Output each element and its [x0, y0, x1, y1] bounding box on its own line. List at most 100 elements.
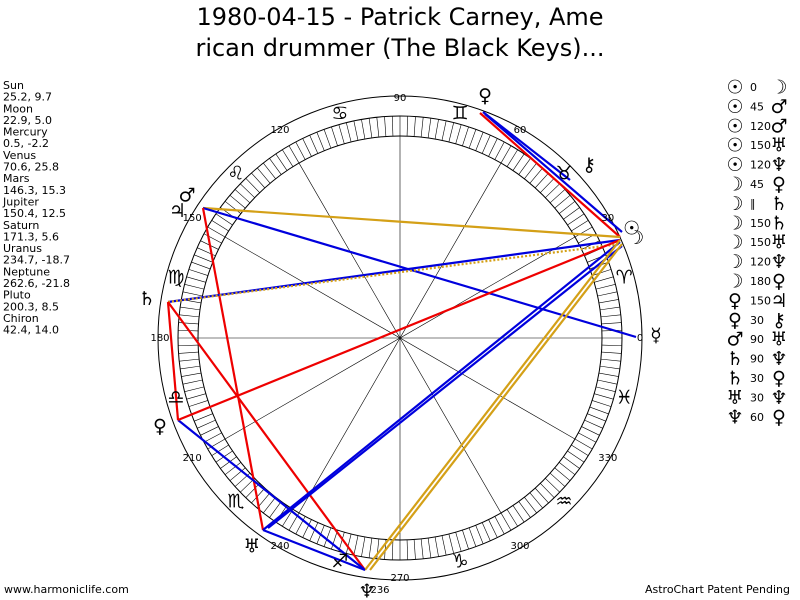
hash-tick [194, 254, 213, 263]
aspect-to: ♅ [770, 135, 787, 157]
hash-tick [211, 220, 229, 232]
ascendant-label: 236 [370, 585, 389, 596]
hash-tick [181, 372, 202, 377]
aspect-angle: 45 [750, 100, 764, 113]
hash-tick [200, 426, 219, 436]
aspect-to: ♄ [770, 212, 787, 234]
planet-coords: 234.7, -18.7 [3, 254, 70, 267]
aspect-from: ♄ [726, 368, 743, 390]
hash-tick [434, 536, 439, 557]
aspect-to: ♅ [770, 329, 787, 351]
hash-tick [263, 496, 276, 514]
hash-tick [353, 535, 359, 556]
hash-tick [384, 116, 387, 137]
hash-tick [316, 132, 325, 151]
planet-coords: 262.6, -21.8 [3, 277, 70, 290]
hash-tick [434, 119, 439, 140]
hash-tick [302, 138, 312, 157]
aspect-angle: 45 [750, 178, 764, 191]
aspect-line [166, 301, 180, 421]
planet-glyph: ☉ [623, 218, 640, 240]
title-line: 1980-04-15 - Patrick Carney, Ame [196, 3, 603, 31]
aspect-to: ♀ [772, 174, 786, 196]
hash-tick [455, 124, 462, 144]
hash-tick [180, 365, 201, 370]
hash-tick [368, 537, 373, 558]
hash-tick [207, 226, 226, 238]
hash-tick [574, 226, 593, 238]
aspect-angle: 30 [750, 391, 764, 404]
planet-coords: 25.2, 9.7 [3, 91, 52, 104]
hash-tick [184, 284, 205, 290]
hash-tick [191, 261, 211, 270]
footer-left: www.harmoniclife.com [4, 583, 129, 596]
hash-tick [302, 519, 312, 538]
planet-name: Neptune [3, 265, 50, 278]
planet-glyph: ♄ [138, 288, 155, 310]
aspect-from: ♀ [728, 309, 742, 331]
house-lines [198, 136, 602, 540]
degree-label: 60 [514, 125, 527, 136]
planet-name: Mercury [3, 126, 48, 139]
hash-tick [549, 472, 566, 487]
degree-label: 180 [150, 333, 169, 344]
hash-tick [598, 372, 619, 377]
hash-tick [338, 532, 345, 552]
planet-glyph: ♃ [169, 200, 186, 222]
hash-tick [282, 149, 294, 167]
degree-label: 270 [390, 573, 409, 584]
hash-tick [186, 393, 206, 400]
hash-tick [600, 314, 621, 318]
hash-tick [468, 129, 477, 149]
degree-label: 330 [598, 453, 617, 464]
hash-tick [529, 167, 543, 184]
hash-tick [207, 438, 226, 450]
hash-tick [567, 213, 585, 226]
hash-tick [245, 483, 260, 498]
hash-tick [361, 119, 366, 140]
aspect-from: ☉ [726, 77, 743, 99]
footer-right: AstroChart Patent Pending [645, 583, 790, 596]
aspect-from: ♀ [728, 290, 742, 312]
planet-name: Saturn [3, 219, 39, 232]
aspect-line [369, 243, 623, 571]
hash-tick [540, 178, 555, 193]
aspect-to: ♂ [770, 96, 787, 118]
hash-tick [178, 351, 199, 354]
planet-name: Uranus [3, 242, 42, 255]
house-line [224, 236, 576, 440]
hash-tick [599, 365, 620, 370]
hash-tick [361, 536, 366, 557]
aspect-angle: 0 [750, 81, 757, 94]
planet-coords: 0.5, -2.2 [3, 137, 49, 150]
degree-label: 90 [394, 93, 407, 104]
planet-name: Pluto [3, 289, 31, 302]
aspect-from: ☉ [726, 96, 743, 118]
hash-tick [269, 501, 282, 518]
aspect-angle: 90 [750, 353, 764, 366]
hash-tick [346, 533, 352, 554]
hash-tick [180, 306, 201, 311]
hash-tick [224, 462, 242, 475]
hash-tick [448, 122, 454, 143]
hash-tick [589, 406, 609, 415]
hash-tick [534, 172, 549, 189]
aspect-angle: 120 [750, 256, 771, 269]
outer-circle [157, 95, 643, 581]
hash-tick [475, 525, 484, 544]
hash-tick [595, 386, 616, 392]
hash-tick [229, 195, 246, 209]
aspect-angle: 150 [750, 139, 771, 152]
hash-tick [567, 450, 585, 463]
degree-label: 0 [637, 333, 643, 344]
degree-label: 210 [183, 453, 202, 464]
hash-tick [448, 533, 454, 554]
aspect-to: ♆ [770, 154, 787, 176]
planet-name: Mars [3, 172, 30, 185]
hash-tick [512, 505, 525, 523]
hash-tick [481, 135, 491, 154]
aspect-from: ☽ [726, 174, 743, 196]
hash-tick [338, 124, 345, 144]
sign-glyph: ♒ [556, 491, 573, 513]
hash-tick [595, 284, 616, 290]
